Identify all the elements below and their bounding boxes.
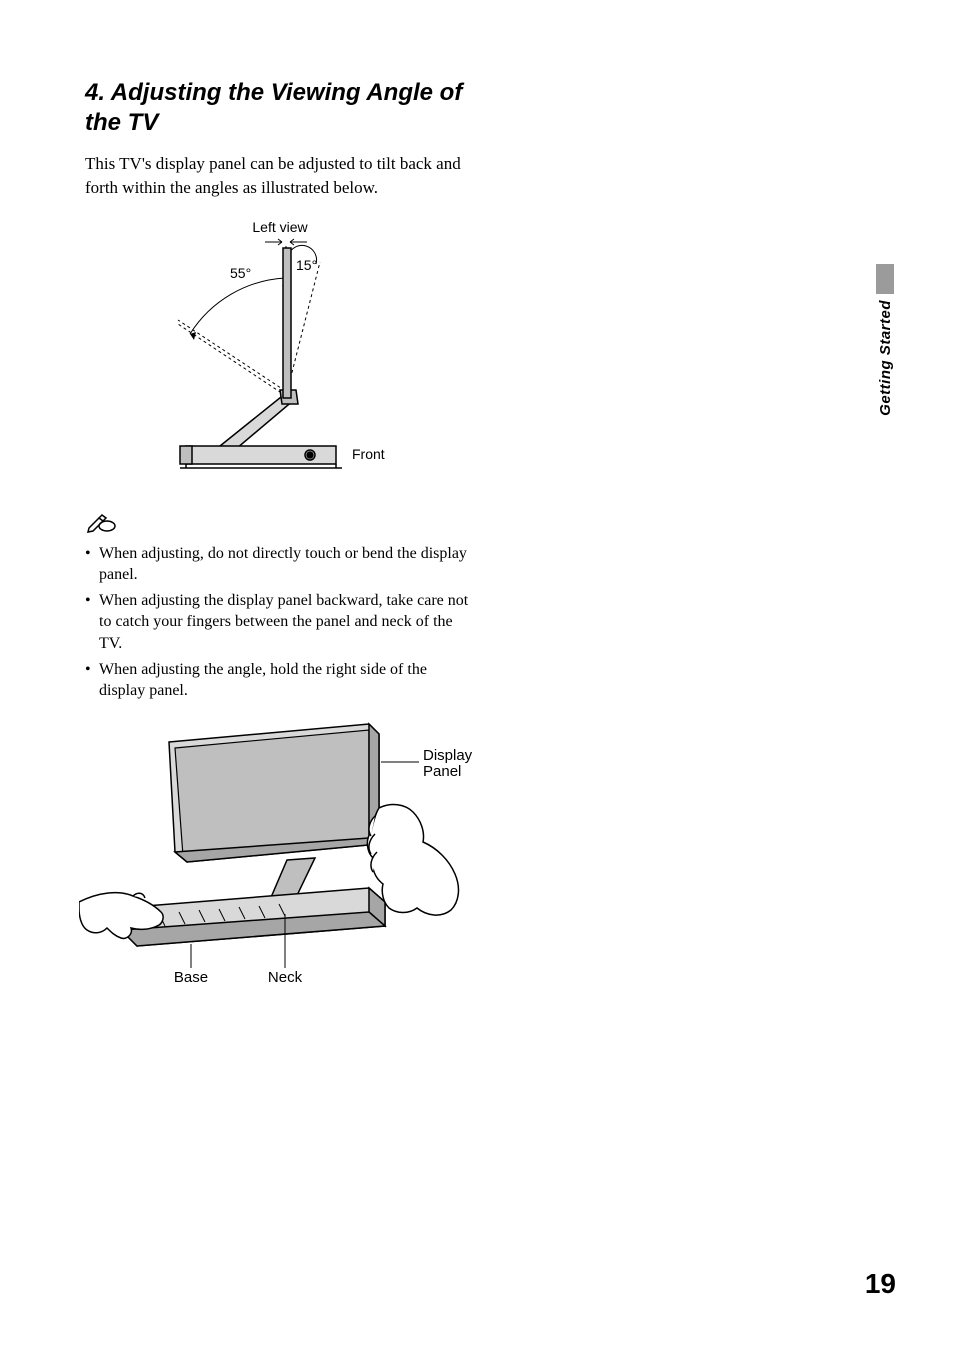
angle-forward-label: 15° xyxy=(296,257,317,273)
chapter-side-label: Getting Started xyxy=(877,300,894,416)
front-label: Front xyxy=(352,446,385,462)
angle-back-label: 55° xyxy=(230,265,251,281)
neck-label: Neck xyxy=(268,969,303,986)
note-item: When adjusting the angle, hold the right… xyxy=(85,659,475,702)
display-panel-label: Display Panel xyxy=(423,747,476,780)
side-tab xyxy=(876,264,894,294)
diagram-caption: Left view xyxy=(252,219,308,235)
note-item: When adjusting, do not directly touch or… xyxy=(85,543,475,586)
main-content: 4. Adjusting the Viewing Angle of the TV… xyxy=(85,78,475,992)
note-icon xyxy=(85,512,117,534)
intro-paragraph: This TV's display panel can be adjusted … xyxy=(85,152,475,200)
page-number: 19 xyxy=(865,1268,896,1300)
notes-list: When adjusting, do not directly touch or… xyxy=(85,543,475,702)
section-title: 4. Adjusting the Viewing Angle of the TV xyxy=(85,78,475,138)
angle-diagram: Left view 15° 55° xyxy=(120,218,440,478)
base-label: Base xyxy=(174,969,208,986)
note-item: When adjusting the display panel backwar… xyxy=(85,590,475,655)
adjust-diagram: Display Panel Base Neck xyxy=(79,712,489,992)
